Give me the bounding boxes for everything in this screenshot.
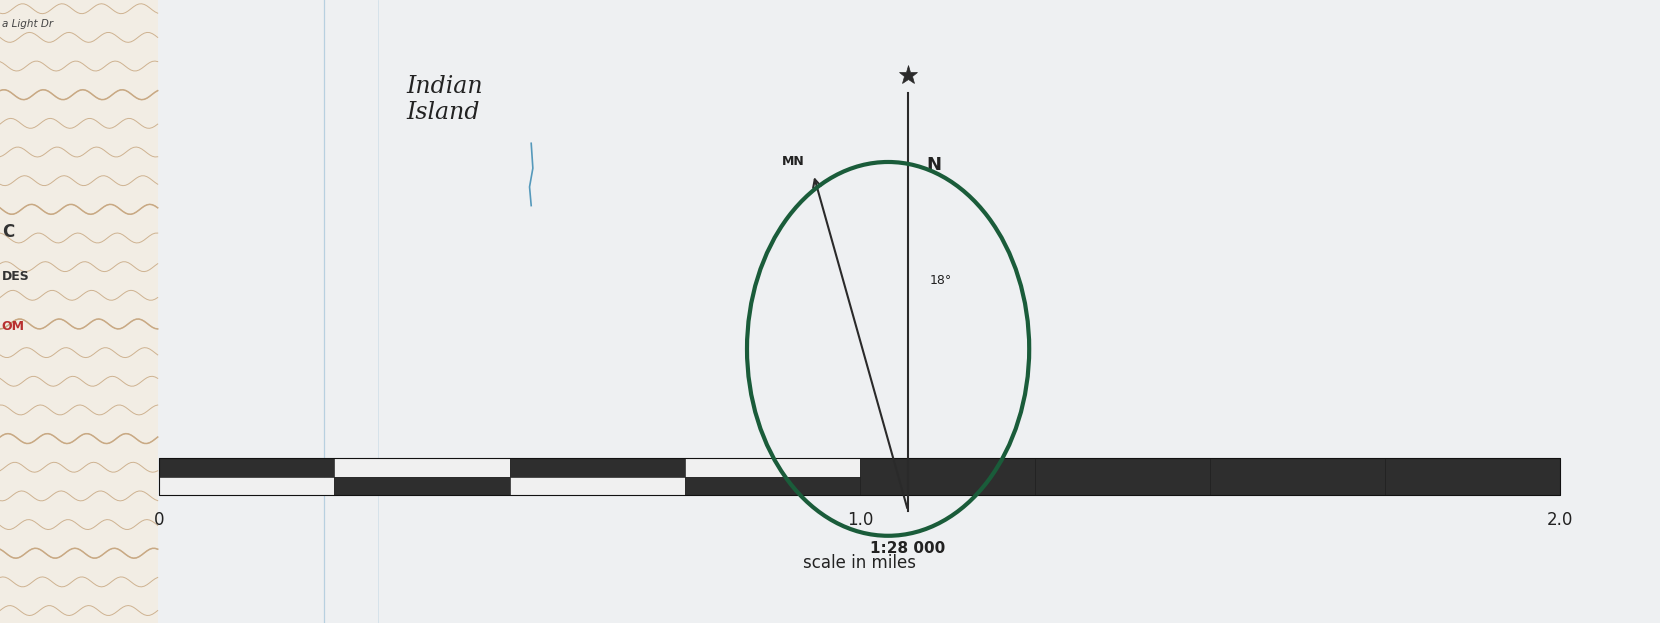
Text: 0: 0 xyxy=(154,511,164,529)
Bar xyxy=(159,458,335,477)
Bar xyxy=(860,458,1036,495)
Text: 18°: 18° xyxy=(930,274,951,287)
Text: N: N xyxy=(926,156,941,174)
Bar xyxy=(159,477,335,495)
Text: scale in miles: scale in miles xyxy=(803,554,916,573)
Bar xyxy=(686,477,860,495)
Bar xyxy=(686,458,860,477)
Text: 1:28 000: 1:28 000 xyxy=(870,541,946,556)
Text: Indian
Island: Indian Island xyxy=(407,75,483,125)
Text: 1.0: 1.0 xyxy=(847,511,873,529)
Bar xyxy=(159,458,1560,495)
Text: OM: OM xyxy=(2,320,25,333)
Bar xyxy=(510,477,684,495)
Text: DES: DES xyxy=(2,270,30,283)
Bar xyxy=(1384,458,1560,495)
Bar xyxy=(0,0,158,623)
Bar xyxy=(1210,458,1384,495)
Text: a Light Dr: a Light Dr xyxy=(2,19,53,29)
Text: C: C xyxy=(2,223,13,240)
Bar xyxy=(1036,458,1210,495)
Text: MN: MN xyxy=(782,155,805,168)
Bar xyxy=(510,458,684,477)
Bar xyxy=(335,477,510,495)
Text: 2.0: 2.0 xyxy=(1547,511,1574,529)
Bar xyxy=(335,458,510,477)
